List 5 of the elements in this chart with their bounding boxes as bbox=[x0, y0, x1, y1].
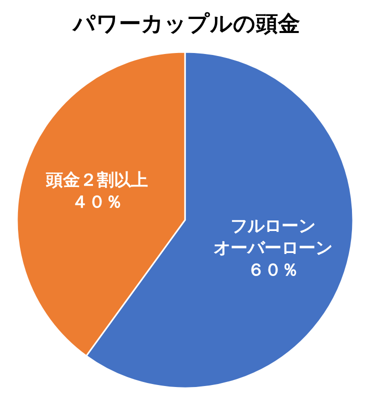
slice-label: フルローンオーバーローン bbox=[213, 216, 332, 259]
data-label: ６０％ bbox=[247, 260, 298, 281]
slice-label: 頭金２割以上 bbox=[45, 170, 148, 190]
chart-title: パワーカップルの頭金 bbox=[71, 11, 301, 39]
data-label: ４０％ bbox=[72, 192, 123, 212]
